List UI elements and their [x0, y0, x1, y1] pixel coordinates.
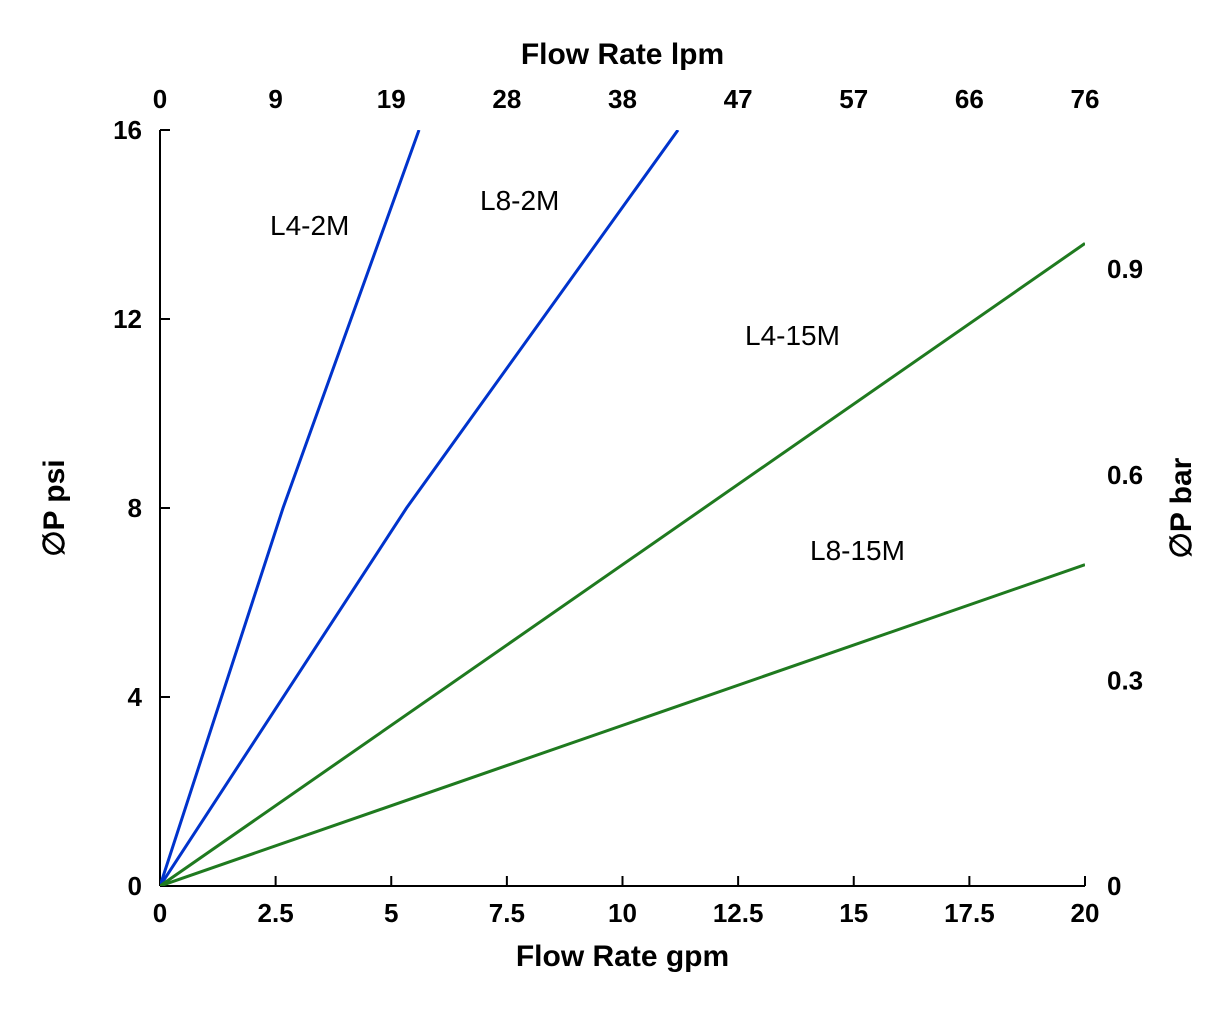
- y-tick-label-left: 0: [128, 871, 142, 901]
- x-tick-label-top: 0: [153, 84, 167, 114]
- x-tick-label-bottom: 20: [1071, 898, 1100, 928]
- y-tick-label-left: 4: [128, 682, 143, 712]
- x-tick-label-bottom: 2.5: [258, 898, 294, 928]
- x-tick-label-bottom: 15: [839, 898, 868, 928]
- x-axis-label-bottom: Flow Rate gpm: [516, 940, 729, 973]
- y-tick-label-right: 0.6: [1107, 460, 1143, 490]
- x-tick-label-bottom: 17.5: [944, 898, 995, 928]
- series-label-L8-2M: L8-2M: [480, 185, 559, 216]
- x-tick-label-top: 28: [492, 84, 521, 114]
- y-axis-label-right: ∅P bar: [1165, 457, 1198, 558]
- series-label-L4-2M: L4-2M: [270, 210, 349, 241]
- y-axis-label-left: ∅P psi: [38, 459, 71, 556]
- x-tick-label-top: 47: [724, 84, 753, 114]
- y-tick-label-left: 8: [128, 493, 142, 523]
- y-tick-label-left: 12: [113, 304, 142, 334]
- x-tick-label-top: 66: [955, 84, 984, 114]
- x-tick-label-top: 9: [268, 84, 282, 114]
- pressure-flow-chart: 0 2.5 5 7.5 10 12.5 15 17.5 20 Flow Rate gpm 0 9 19 2…: [0, 0, 1214, 1018]
- chart-bg: [0, 0, 1214, 1018]
- y-tick-label-left: 16: [113, 115, 142, 145]
- x-tick-label-top: 38: [608, 84, 637, 114]
- x-tick-label-top: 57: [839, 84, 868, 114]
- x-tick-label-bottom: 12.5: [713, 898, 764, 928]
- x-tick-label-bottom: 0: [153, 898, 167, 928]
- series-label-L4-15M: L4-15M: [745, 320, 840, 351]
- x-tick-label-bottom: 7.5: [489, 898, 525, 928]
- chart-container: 0 2.5 5 7.5 10 12.5 15 17.5 20 Flow Rate gpm 0 9 19 2…: [0, 0, 1214, 1018]
- x-tick-label-top: 19: [377, 84, 406, 114]
- series-label-L8-15M: L8-15M: [810, 535, 905, 566]
- x-axis-label-top: Flow Rate lpm: [521, 38, 724, 71]
- y-tick-label-right: 0.9: [1107, 254, 1143, 284]
- x-tick-label-bottom: 10: [608, 898, 637, 928]
- y-tick-label-right: 0: [1107, 871, 1121, 901]
- x-tick-label-top: 76: [1071, 84, 1100, 114]
- x-tick-label-bottom: 5: [384, 898, 398, 928]
- y-tick-label-right: 0.3: [1107, 665, 1143, 695]
